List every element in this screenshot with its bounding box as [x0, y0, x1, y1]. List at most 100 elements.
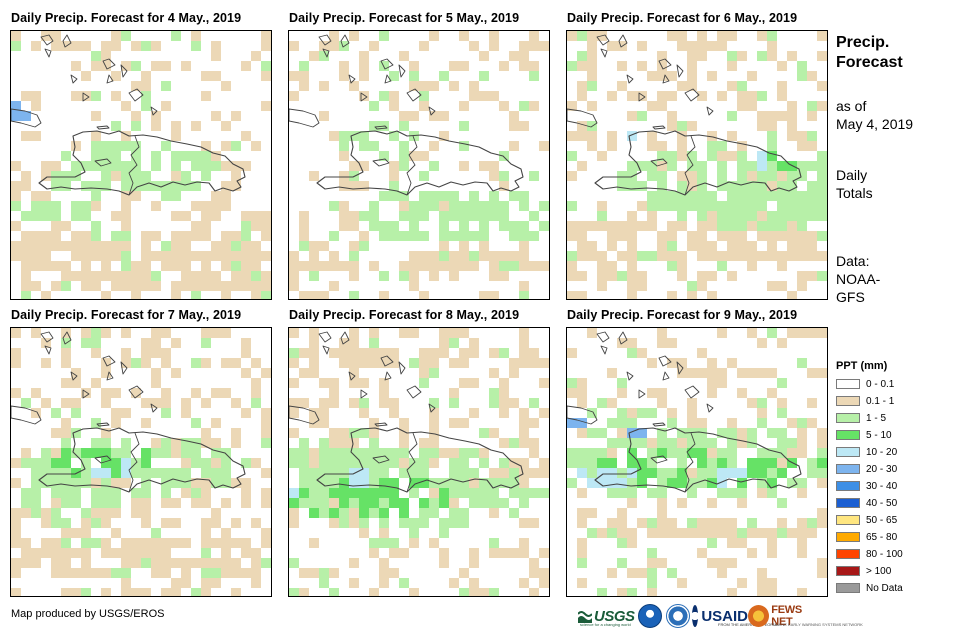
precip-cell	[777, 498, 787, 508]
precip-cell	[529, 61, 539, 71]
precip-cell	[727, 438, 737, 448]
precip-cell	[627, 418, 637, 428]
precip-cell	[261, 538, 271, 548]
precip-cell	[41, 161, 51, 171]
precip-cell	[567, 61, 577, 71]
precip-cell	[469, 91, 479, 101]
precip-cell	[717, 261, 727, 271]
precip-cell	[161, 478, 171, 488]
precip-cell	[191, 281, 201, 291]
precip-cell	[329, 41, 339, 51]
precip-cell	[519, 51, 529, 61]
precip-cell	[797, 271, 807, 281]
precip-cell	[697, 448, 707, 458]
precip-cell	[61, 438, 71, 448]
precip-cell	[777, 111, 787, 121]
legend-item: 1 - 5	[836, 412, 886, 424]
precip-cell	[519, 478, 529, 488]
precip-cell	[181, 398, 191, 408]
precip-cell	[339, 211, 349, 221]
precip-cell	[211, 271, 221, 281]
precip-cell	[667, 251, 677, 261]
precip-cell	[111, 241, 121, 251]
precip-cell	[777, 438, 787, 448]
precip-cell	[617, 418, 627, 428]
precip-cell	[299, 398, 309, 408]
precip-cell	[419, 201, 429, 211]
precip-cell	[747, 221, 757, 231]
precip-cell	[221, 231, 231, 241]
legend-label: 30 - 40	[866, 480, 898, 492]
precip-cell	[31, 131, 41, 141]
hispaniola-coastline	[594, 427, 802, 493]
precip-cell	[767, 448, 777, 458]
precip-cell	[817, 231, 827, 241]
precip-cell	[627, 211, 637, 221]
precip-cell	[539, 261, 549, 271]
precip-cell	[607, 231, 617, 241]
precip-cell	[529, 171, 539, 181]
precip-cell	[419, 251, 429, 261]
precip-cell	[241, 281, 251, 291]
precip-cell	[41, 458, 51, 468]
precip-cell	[389, 448, 399, 458]
precip-cell	[61, 358, 71, 368]
precip-cell	[181, 61, 191, 71]
precip-cell	[141, 558, 151, 568]
precip-cell	[449, 261, 459, 271]
precip-cell	[131, 81, 141, 91]
island-coastline	[650, 455, 668, 464]
precip-cell	[141, 458, 151, 468]
noaa-seal-icon	[638, 604, 662, 628]
precip-cell	[261, 211, 271, 221]
island-coastline	[360, 389, 368, 399]
precip-cell	[787, 191, 797, 201]
precip-cell	[419, 191, 429, 201]
precip-cell	[171, 338, 181, 348]
precip-cell	[201, 578, 211, 588]
precip-cell	[787, 201, 797, 211]
precip-cell	[469, 488, 479, 498]
precip-cell	[627, 161, 637, 171]
precip-cell	[289, 41, 299, 51]
precip-cell	[21, 231, 31, 241]
precip-cell	[587, 81, 597, 91]
precip-cell	[191, 201, 201, 211]
precip-cell	[81, 231, 91, 241]
precip-cell	[607, 41, 617, 51]
precip-cell	[81, 91, 91, 101]
precip-cell	[231, 438, 241, 448]
precip-cell	[519, 498, 529, 508]
precip-cell	[489, 171, 499, 181]
precip-cell	[201, 478, 211, 488]
precip-cell	[81, 261, 91, 271]
precip-cell	[399, 428, 409, 438]
precip-cell	[201, 151, 211, 161]
precip-cell	[151, 528, 161, 538]
legend-item: 5 - 10	[836, 429, 892, 441]
precip-cell	[727, 358, 737, 368]
precip-cell	[449, 398, 459, 408]
precip-cell	[787, 121, 797, 131]
precip-cell	[151, 151, 161, 161]
precip-cell	[349, 161, 359, 171]
island-coastline	[626, 371, 634, 381]
precip-cell	[577, 388, 587, 398]
precip-cell	[369, 211, 379, 221]
precip-cell	[221, 358, 231, 368]
precip-cell	[359, 478, 369, 488]
precip-cell	[21, 261, 31, 271]
precip-cell	[359, 408, 369, 418]
island-coastline	[44, 48, 52, 58]
precip-cell	[71, 398, 81, 408]
precip-cell	[211, 241, 221, 251]
precip-cell	[379, 518, 389, 528]
island-coastline	[650, 158, 668, 167]
precip-cell	[319, 378, 329, 388]
precip-cell	[707, 291, 717, 299]
precip-cell	[241, 61, 251, 71]
precip-cell	[131, 171, 141, 181]
precip-cell	[231, 538, 241, 548]
precip-cell	[657, 468, 667, 478]
precip-cell	[607, 241, 617, 251]
